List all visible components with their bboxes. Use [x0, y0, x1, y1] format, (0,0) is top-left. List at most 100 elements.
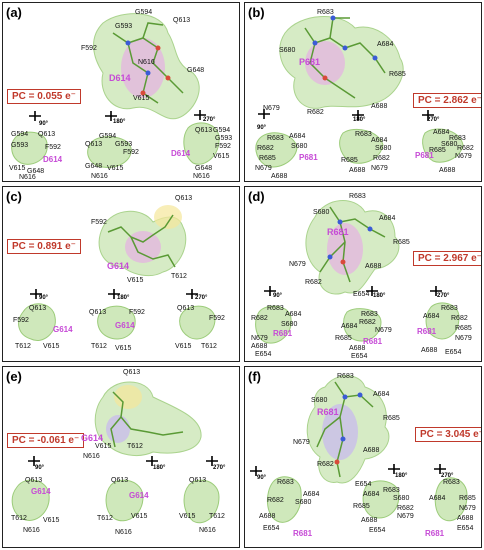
small-view-label: G648 [85, 163, 102, 170]
small-view-label: R685 [335, 335, 352, 342]
small-view-label: R685 [259, 155, 276, 162]
rotation-270-label: 270° [203, 117, 215, 123]
small-view-label: F592 [123, 149, 139, 156]
small-view-label: A684 [289, 133, 305, 140]
small-view-label: S680 [281, 321, 297, 328]
small-view-key-label: G614 [53, 325, 73, 334]
small-view-label: N679 [459, 505, 476, 512]
small-view-label: Q613 [29, 305, 46, 312]
small-view-key-label: D614 [171, 149, 190, 158]
panel-label: (f) [248, 369, 261, 384]
panel-label: (a) [6, 5, 22, 20]
residue-label: G648 [187, 67, 204, 74]
small-view-label: V615 [9, 165, 25, 172]
small-view-label: T612 [209, 513, 225, 520]
small-view-label: T612 [91, 343, 107, 350]
residue-label: S680 [313, 209, 329, 216]
small-view-label: R685 [341, 157, 358, 164]
residue-label: G593 [115, 23, 132, 30]
rotation-180-label: 180° [113, 119, 125, 125]
residue-label: R683 [317, 9, 334, 16]
small-view-label: E654 [369, 527, 385, 534]
small-view-label: F592 [215, 143, 231, 150]
residue-label: E654 [355, 481, 371, 488]
key-residue-label: G614 [81, 433, 103, 443]
partial-charge-box: PC = 3.045 e⁻ [415, 427, 482, 442]
residue-label: V615 [127, 277, 143, 284]
key-residue-label: R681 [317, 407, 339, 417]
small-view-label: R682 [359, 319, 376, 326]
small-view-label: R683 [267, 135, 284, 142]
key-residue-label: G614 [107, 261, 129, 271]
residue-label: R683 [337, 373, 354, 380]
small-view-key-label: G614 [129, 491, 149, 500]
small-view-label: R682 [251, 315, 268, 322]
small-view-label: G648 [195, 165, 212, 172]
small-view-label: N679 [455, 335, 472, 342]
residue-label: R685 [393, 239, 410, 246]
residue-label: R685 [389, 71, 406, 78]
small-view-label: R682 [373, 155, 390, 162]
small-view-label: Q613 [25, 477, 42, 484]
residue-label: N679 [293, 439, 310, 446]
residue-label: A688 [363, 447, 379, 454]
small-view-label: A688 [349, 167, 365, 174]
small-view-label: A684 [429, 495, 445, 502]
rotation-270-label: 270° [195, 295, 207, 301]
small-view-label: N616 [19, 174, 36, 181]
panel-d: (d) PC = 2.967 e⁻ R681 R683 S680 A684 R6… [244, 186, 482, 362]
rotation-180-label: 180° [153, 465, 165, 471]
small-view-key-label: P681 [299, 153, 318, 162]
small-view-label: G594 [99, 133, 116, 140]
rotation-90-label: 90° [257, 475, 266, 481]
residue-label: A684 [377, 41, 393, 48]
small-view-label: N679 [255, 165, 272, 172]
small-view-label: V615 [179, 513, 195, 520]
panel-f: (f) PC = 3.045 e⁻ R681 R683 S680 A684 R6… [244, 366, 482, 548]
small-view-label: A684 [423, 313, 439, 320]
small-view-label: R683 [361, 311, 378, 318]
small-view-label: F592 [13, 317, 29, 324]
secondary-highlight [154, 205, 182, 229]
rotation-90-label: 90° [257, 125, 266, 131]
small-view-label: E654 [263, 525, 279, 532]
small-view-label: N616 [91, 173, 108, 180]
partial-charge-box: PC = 0.891 e⁻ [7, 239, 81, 254]
residue-label: R685 [383, 415, 400, 422]
small-view-label: V615 [107, 165, 123, 172]
partial-charge-box: PC = -0.061 e⁻ [7, 433, 84, 448]
panel-label: (b) [248, 5, 265, 20]
small-view-label: Q613 [85, 141, 102, 148]
residue-label: R682 [305, 279, 322, 286]
small-view-label: A684 [371, 137, 387, 144]
partial-charge-box: PC = 2.967 e⁻ [413, 251, 482, 266]
small-view-label: Q613 [195, 127, 212, 134]
small-view-label: R683 [383, 487, 400, 494]
small-view-label: N616 [193, 173, 210, 180]
residue-label: Q613 [173, 17, 190, 24]
small-view-label: F592 [209, 315, 225, 322]
residue-label: A688 [371, 103, 387, 110]
rotation-90-label: 90° [35, 465, 44, 471]
small-view-label: T612 [11, 515, 27, 522]
partial-charge-box: PC = 2.862 e⁻ [413, 93, 482, 108]
small-view-label: R682 [451, 315, 468, 322]
small-view-label: E654 [255, 351, 271, 358]
small-view-label: F592 [45, 144, 61, 151]
small-view-label: S680 [441, 141, 457, 148]
small-view-label: G593 [115, 141, 132, 148]
rotation-180-label: 180° [373, 293, 385, 299]
panel-e: (e) PC = -0.061 e⁻ G614 Q613 V615 T612 N… [2, 366, 240, 548]
small-view-key-label: R681 [273, 329, 292, 338]
small-view-label: N679 [375, 327, 392, 334]
small-view-label: E654 [445, 349, 461, 356]
partial-charge-box: PC = 0.055 e⁻ [7, 89, 81, 104]
residue-label: A684 [379, 215, 395, 222]
panel-c-graphics [3, 187, 240, 362]
small-view-label: F592 [129, 309, 145, 316]
small-view-label: V615 [115, 345, 131, 352]
key-residue-label: D614 [109, 73, 131, 83]
panel-label: (d) [248, 189, 265, 204]
small-view-label: S680 [295, 499, 311, 506]
small-view-key-label: R681 [363, 337, 382, 346]
